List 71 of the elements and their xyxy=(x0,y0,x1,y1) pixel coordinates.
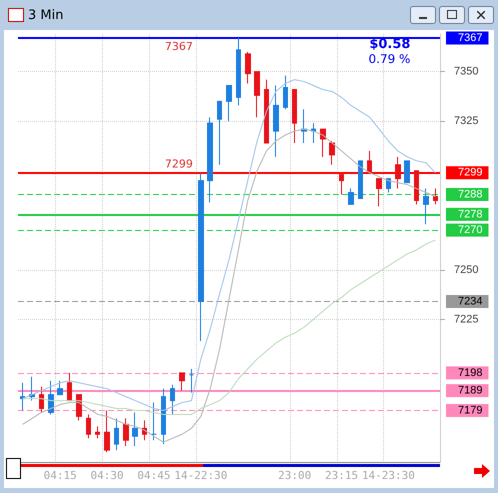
candlestick xyxy=(386,178,391,194)
y-tick-label: 7250 xyxy=(454,264,478,276)
candlestick xyxy=(320,128,326,158)
candlestick xyxy=(57,380,63,396)
candlestick xyxy=(311,122,316,144)
line-series xyxy=(22,240,436,415)
candlestick xyxy=(132,412,138,447)
x-tick-label: 14-23:30 xyxy=(362,469,415,482)
candlestick xyxy=(67,372,72,402)
ref-line-label: 7270 xyxy=(458,224,482,236)
x-tick-label: 23:15 xyxy=(324,469,358,482)
candlestick xyxy=(114,418,119,451)
ref-line-label: 7278 xyxy=(458,208,482,220)
candlestick xyxy=(86,414,91,439)
y-tick-label: 7225 xyxy=(454,313,478,326)
candlestick xyxy=(29,376,35,402)
ref-line-label: 7288 xyxy=(458,188,482,200)
candlestick xyxy=(226,85,232,122)
candlestick xyxy=(179,372,185,392)
candlestick xyxy=(189,368,194,394)
candlestick xyxy=(170,384,175,415)
candlestick xyxy=(151,402,157,441)
candlestick xyxy=(264,79,269,144)
line-series xyxy=(22,79,436,411)
candlestick xyxy=(161,388,166,445)
candlestick xyxy=(254,71,260,118)
candlestick xyxy=(207,116,213,203)
candlestick xyxy=(423,188,429,225)
candlestick xyxy=(283,75,288,110)
y-tick-label: 7350 xyxy=(454,66,478,78)
candlestick xyxy=(245,51,251,84)
candlestick xyxy=(376,178,382,207)
candlestick xyxy=(48,380,54,415)
ref-line-label: 7189 xyxy=(458,384,482,397)
candlestick xyxy=(433,188,438,205)
x-tick-label: 04:15 xyxy=(44,469,77,482)
candlestick xyxy=(404,160,410,184)
candlestick xyxy=(104,410,110,453)
candlestick xyxy=(329,140,335,166)
candlestick xyxy=(123,418,129,447)
annotation: $0.58 xyxy=(369,37,410,52)
candlestick xyxy=(217,100,222,166)
candlestick xyxy=(339,172,344,195)
line-series xyxy=(22,128,436,443)
candlestick xyxy=(76,394,82,421)
candlestick xyxy=(292,88,297,144)
candlestick xyxy=(39,386,44,413)
candlestick xyxy=(367,150,372,174)
candlestick xyxy=(414,170,419,205)
candlestick xyxy=(198,172,204,342)
candlestick xyxy=(95,426,100,439)
chart-title: 3 Min xyxy=(28,8,64,22)
ref-line-label: 7367 xyxy=(458,32,482,44)
candlestick xyxy=(273,85,279,158)
candlestick xyxy=(358,160,363,199)
candlestick xyxy=(20,382,25,411)
y-tick-label: 7325 xyxy=(454,115,478,128)
ref-line-label: 7198 xyxy=(458,366,482,379)
x-tick-label: 23:00 xyxy=(278,469,312,482)
candlestick xyxy=(395,156,401,190)
x-tick-label: 14-22:30 xyxy=(174,469,228,482)
ref-line-label: 7179 xyxy=(458,404,482,416)
ref-line-label: 7234 xyxy=(458,296,482,308)
candlestick xyxy=(236,37,241,106)
candlestick xyxy=(348,188,354,205)
x-tick-label: 04:30 xyxy=(90,469,124,482)
ref-line-label: 7299 xyxy=(458,166,482,179)
annotation: 7367 xyxy=(164,40,193,53)
x-tick-label: 04:45 xyxy=(137,469,171,482)
annotation: 0.79 % xyxy=(368,52,410,66)
annotation: 7299 xyxy=(164,158,193,171)
